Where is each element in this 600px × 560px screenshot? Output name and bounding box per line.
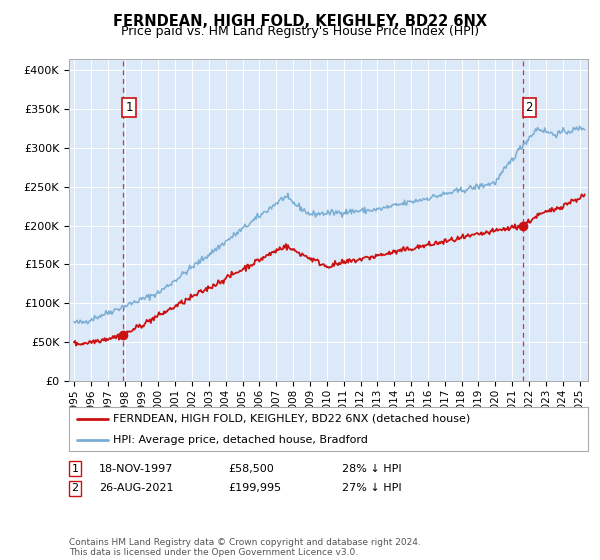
Text: 1: 1 xyxy=(125,101,133,114)
Text: 1: 1 xyxy=(71,464,79,474)
Text: Price paid vs. HM Land Registry's House Price Index (HPI): Price paid vs. HM Land Registry's House … xyxy=(121,25,479,38)
Text: 28% ↓ HPI: 28% ↓ HPI xyxy=(342,464,401,474)
Text: HPI: Average price, detached house, Bradford: HPI: Average price, detached house, Brad… xyxy=(113,435,368,445)
Text: FERNDEAN, HIGH FOLD, KEIGHLEY, BD22 6NX (detached house): FERNDEAN, HIGH FOLD, KEIGHLEY, BD22 6NX … xyxy=(113,414,470,424)
Text: FERNDEAN, HIGH FOLD, KEIGHLEY, BD22 6NX: FERNDEAN, HIGH FOLD, KEIGHLEY, BD22 6NX xyxy=(113,14,487,29)
Text: £199,995: £199,995 xyxy=(228,483,281,493)
Text: 18-NOV-1997: 18-NOV-1997 xyxy=(99,464,173,474)
Text: 26-AUG-2021: 26-AUG-2021 xyxy=(99,483,173,493)
Text: Contains HM Land Registry data © Crown copyright and database right 2024.
This d: Contains HM Land Registry data © Crown c… xyxy=(69,538,421,557)
Text: 27% ↓ HPI: 27% ↓ HPI xyxy=(342,483,401,493)
Text: 2: 2 xyxy=(526,101,533,114)
Text: £58,500: £58,500 xyxy=(228,464,274,474)
Text: 2: 2 xyxy=(71,483,79,493)
